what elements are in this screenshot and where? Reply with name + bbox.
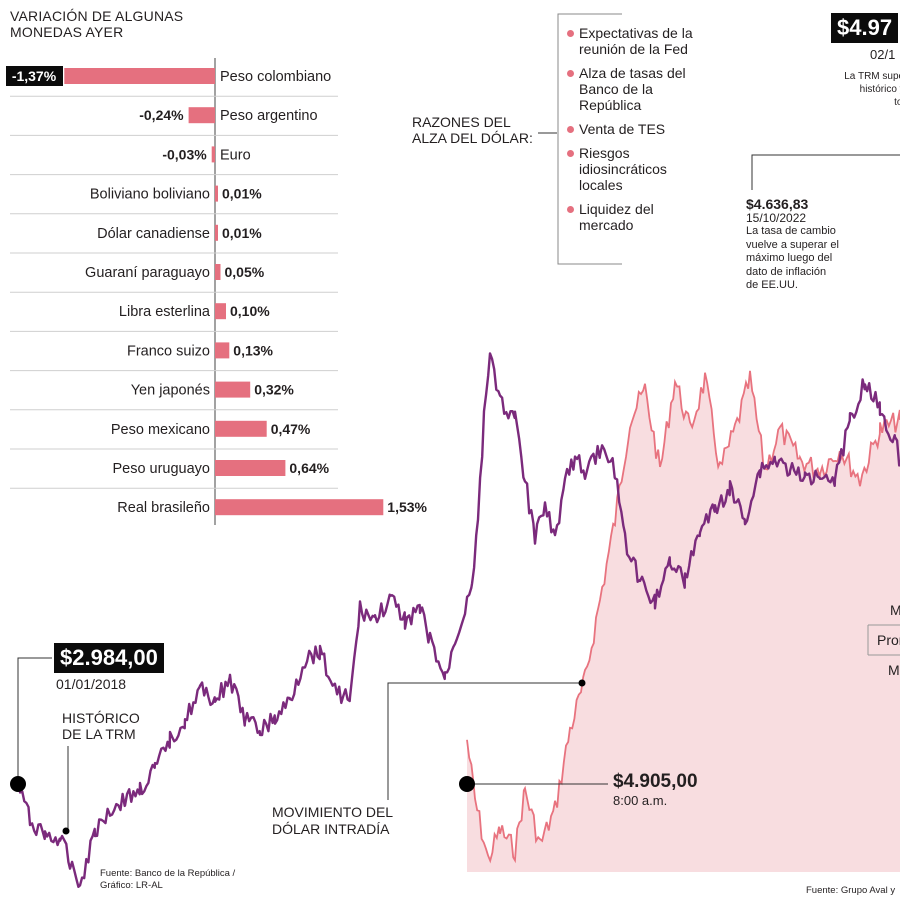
- bar-value-label: -0,24%: [139, 107, 184, 123]
- intraday-label: MOVIMIENTO DEL DÓLAR INTRADÍA: [272, 804, 394, 837]
- bar-value-label: 1,53%: [387, 499, 427, 515]
- bar: [215, 381, 251, 398]
- bar: [215, 224, 218, 241]
- bar: [215, 185, 218, 202]
- annotation-oct-2022: $4.636,83 15/10/2022 La tasa de cambio vu…: [746, 196, 839, 291]
- bar-chart: Peso colombiano -1,37% Peso argentino -0,24…: [6, 58, 428, 525]
- bar: [215, 264, 221, 280]
- stat-min-label: M: [888, 662, 900, 678]
- open-marker: [459, 776, 475, 792]
- bar-category-label: Franco suizo: [127, 343, 210, 359]
- max-note: La TRM superahistórico y etoca: [844, 71, 900, 108]
- bar: [211, 146, 215, 163]
- bar-category-label: Libra esterlina: [119, 304, 211, 320]
- bar-value-label: 0,32%: [254, 382, 294, 398]
- intraday-line: [466, 370, 900, 864]
- bar: [64, 68, 215, 84]
- bar: [215, 499, 384, 516]
- bar-category-label: Guaraní paraguayo: [85, 265, 210, 281]
- bar-value-label: 0,05%: [225, 264, 265, 280]
- bar-category-label: Dólar canadiense: [97, 226, 210, 242]
- source-right: Fuente: Grupo Aval y: [806, 885, 896, 896]
- max-date: 02/1: [870, 47, 896, 62]
- reason-item: Expectativas de la reunión de la Fed: [565, 25, 735, 57]
- intraday-marker: [578, 679, 586, 687]
- start-leader: [17, 657, 52, 784]
- bar-value-label: 0,47%: [271, 421, 311, 437]
- bar: [215, 460, 286, 476]
- bar-value-label: 0,01%: [222, 225, 262, 241]
- reason-item: Liquidez del mercado: [565, 201, 735, 233]
- bar-value-label: 0,01%: [222, 186, 262, 202]
- bar: [215, 303, 226, 320]
- bar: [188, 107, 215, 124]
- reasons-bracket: [557, 13, 622, 265]
- bar: [215, 420, 267, 437]
- bar-value-label: 0,64%: [289, 460, 329, 476]
- bar-value-label: -1,37%: [12, 68, 57, 84]
- start-value-badge: $2.984,00: [54, 643, 164, 673]
- bar-category-label: Peso mexicano: [111, 422, 210, 438]
- oct-leader: [751, 154, 900, 190]
- intraday-open-time: 8:00 a.m.: [613, 793, 668, 808]
- historical-trm-line: [16, 352, 900, 888]
- source-left: Fuente: Banco de la República / Gráfico:…: [100, 868, 236, 891]
- stat-max-label: M: [890, 602, 900, 618]
- bar-category-label: Peso colombiano: [220, 69, 331, 85]
- bar-value-label: 0,10%: [230, 303, 270, 319]
- bar-value-label: 0,13%: [233, 342, 273, 358]
- historico-marker: [62, 827, 70, 835]
- bar-category-label: Boliviano boliviano: [90, 187, 210, 203]
- reasons-title: RAZONES DEL ALZA DEL DÓLAR:: [412, 114, 533, 146]
- start-marker: [10, 776, 26, 792]
- bar-value-label: -0,03%: [162, 146, 207, 162]
- reasons-list: Expectativas de la reunión de la Fed Alza …: [565, 25, 735, 241]
- bar-category-label: Euro: [220, 147, 251, 163]
- intraday-leader: [387, 682, 582, 800]
- bar-category-label: Peso uruguayo: [112, 461, 210, 477]
- annotations-layer: [10, 13, 900, 835]
- reason-item: Alza de tasas del Banco de la República: [565, 65, 735, 113]
- intraday-area: [467, 370, 900, 872]
- start-date: 01/01/2018: [56, 676, 127, 692]
- bar-category-label: Peso argentino: [220, 108, 318, 124]
- max-value-badge: $4.97: [831, 13, 899, 43]
- bar-category-label: Real brasileño: [117, 500, 210, 516]
- historico-label: HISTÓRICO DE LA TRM: [62, 710, 140, 742]
- reason-item: Riesgos idiosincráticos locales: [565, 145, 735, 193]
- reason-item: Venta de TES: [565, 121, 735, 137]
- bar-value-badge: [6, 66, 63, 86]
- bar: [215, 342, 230, 359]
- stat-avg-label: Prom: [877, 632, 900, 648]
- bar-category-label: Yen japonés: [131, 383, 210, 399]
- trm-lines-layer: [16, 352, 900, 888]
- chart-title: VARIACIÓN DE ALGUNAS MONEDAS AYER: [10, 8, 184, 40]
- intraday-open-value: $4.905,00: [613, 771, 698, 792]
